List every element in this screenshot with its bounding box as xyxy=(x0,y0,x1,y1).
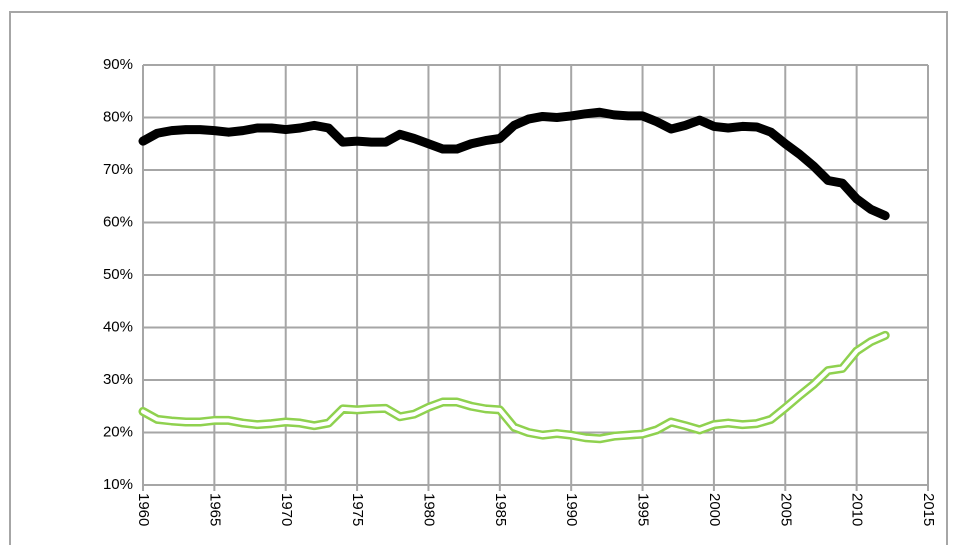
x-tick-label: 2005 xyxy=(777,493,794,526)
y-tick-label: 70% xyxy=(103,161,133,178)
x-tick-label: 1985 xyxy=(492,493,509,526)
x-tick-label: 2010 xyxy=(849,493,866,526)
x-tick-label: 1980 xyxy=(420,493,437,526)
x-tick-label: 1970 xyxy=(278,493,295,526)
x-tick-label: 1990 xyxy=(563,493,580,526)
chart-frame xyxy=(9,11,948,545)
y-tick-label: 40% xyxy=(103,318,133,335)
data-line-inner xyxy=(141,333,888,441)
data-line xyxy=(138,107,890,221)
y-tick-label: 50% xyxy=(103,266,133,283)
y-tick-label: 10% xyxy=(103,476,133,493)
y-tick-label: 30% xyxy=(103,371,133,388)
x-tick-label: 2000 xyxy=(706,493,723,526)
y-tick-label: 60% xyxy=(103,213,133,230)
y-tick-label: 20% xyxy=(103,423,133,440)
x-tick-label: 1995 xyxy=(635,493,652,526)
x-tick-label: 1965 xyxy=(206,493,223,526)
y-tick-label: 80% xyxy=(103,108,133,125)
x-tick-label: 2015 xyxy=(920,493,937,526)
x-tick-label: 1975 xyxy=(349,493,366,526)
x-tick-label: 1960 xyxy=(135,493,152,526)
y-tick-label: 90% xyxy=(103,56,133,73)
